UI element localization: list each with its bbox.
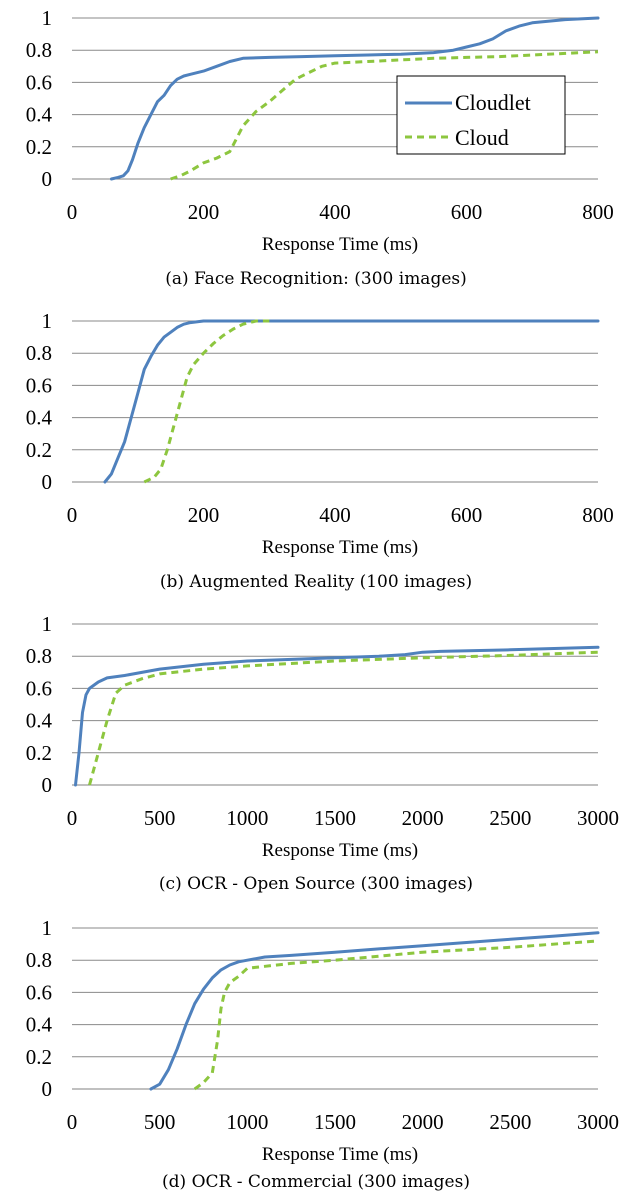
y-tick-label: 0 bbox=[42, 773, 53, 797]
y-tick-label: 1 bbox=[42, 612, 53, 636]
x-tick-label: 500 bbox=[144, 806, 176, 830]
y-tick-label: 0.2 bbox=[26, 741, 52, 765]
x-tick-label: 0 bbox=[67, 200, 78, 224]
x-tick-label: 2000 bbox=[402, 1110, 444, 1134]
y-tick-label: 0.4 bbox=[26, 406, 53, 430]
x-tick-label: 1000 bbox=[226, 1110, 268, 1134]
y-tick-label: 0.6 bbox=[26, 373, 52, 397]
x-tick-label: 400 bbox=[319, 503, 351, 527]
chart-d: 0 0.2 0.4 0.6 0.8 1 0 500 1000 1500 2000 2500 3000 Re… bbox=[26, 916, 619, 1165]
y-tick-label: 0.4 bbox=[26, 1013, 53, 1037]
y-tick-label: 0.4 bbox=[26, 709, 53, 733]
series-line-cloud bbox=[170, 50, 599, 181]
series-line-cloudlet bbox=[74, 645, 600, 787]
legend: Cloudlet Cloud bbox=[396, 75, 566, 155]
y-tick-label: 0.6 bbox=[26, 980, 52, 1004]
x-axis-label: Response Time (ms) bbox=[262, 234, 418, 255]
x-axis-label: Response Time (ms) bbox=[262, 840, 418, 861]
y-tick-label: 1 bbox=[42, 6, 53, 30]
y-tick-label: 0.8 bbox=[26, 644, 52, 668]
x-tick-label: 200 bbox=[188, 503, 220, 527]
caption-a: (a) Face Recognition: (300 images) bbox=[165, 269, 467, 289]
legend-label-cloudlet: Cloudlet bbox=[455, 90, 531, 115]
x-tick-label: 3000 bbox=[577, 806, 619, 830]
chart-panel-c: 0 0.2 0.4 0.6 0.8 1 0 500 1000 1500 2000 2500 3000 Re… bbox=[0, 606, 632, 868]
x-tick-label: 200 bbox=[188, 200, 220, 224]
legend-label-cloud: Cloud bbox=[455, 125, 509, 150]
x-axis-label: Response Time (ms) bbox=[262, 1144, 418, 1165]
y-tick-label: 0.2 bbox=[26, 438, 52, 462]
caption-d: (d) OCR - Commercial (300 images) bbox=[162, 1172, 470, 1192]
x-tick-label: 800 bbox=[582, 503, 614, 527]
y-tick-label: 0.6 bbox=[26, 676, 52, 700]
chart-a: 0 0.2 0.4 0.6 0.8 1 0 200 400 600 800 Response Time… bbox=[26, 6, 614, 255]
series-line-cloudlet bbox=[149, 931, 600, 1091]
y-tick-label: 1 bbox=[42, 916, 53, 940]
chart-panel-d: 0 0.2 0.4 0.6 0.8 1 0 500 1000 1500 2000 2500 3000 Re… bbox=[0, 910, 632, 1172]
y-tick-label: 0.8 bbox=[26, 38, 52, 62]
series-line-cloudlet bbox=[109, 16, 600, 181]
series-line-cloud bbox=[88, 650, 599, 786]
caption-c: (c) OCR - Open Source (300 images) bbox=[158, 874, 474, 894]
x-tick-label: 600 bbox=[451, 200, 483, 224]
x-tick-label: 2000 bbox=[402, 806, 444, 830]
chart-b: 0 0.2 0.4 0.6 0.8 1 0 200 400 600 800 Response Time… bbox=[26, 309, 614, 558]
y-tick-label: 0 bbox=[42, 167, 53, 191]
chart-c: 0 0.2 0.4 0.6 0.8 1 0 500 1000 1500 2000 2500 3000 Re… bbox=[26, 612, 619, 861]
x-tick-label: 1500 bbox=[314, 806, 356, 830]
chart-panel-b: 0 0.2 0.4 0.6 0.8 1 0 200 400 600 800 Response Time… bbox=[0, 303, 632, 565]
x-tick-label: 2500 bbox=[489, 806, 531, 830]
chart-panel-a: 0 0.2 0.4 0.6 0.8 1 0 200 400 600 800 Response Time… bbox=[0, 0, 632, 262]
y-tick-label: 0 bbox=[42, 470, 53, 494]
x-tick-label: 0 bbox=[67, 503, 78, 527]
y-tick-label: 0 bbox=[42, 1077, 53, 1101]
series-line-cloudlet bbox=[103, 319, 600, 484]
x-tick-label: 3000 bbox=[577, 1110, 619, 1134]
y-tick-label: 0.4 bbox=[26, 103, 53, 127]
x-tick-label: 400 bbox=[319, 200, 351, 224]
x-tick-label: 2500 bbox=[489, 1110, 531, 1134]
series-line-cloud bbox=[193, 939, 599, 1091]
y-tick-label: 1 bbox=[42, 309, 53, 333]
y-tick-label: 0.2 bbox=[26, 135, 52, 159]
x-tick-label: 500 bbox=[144, 1110, 176, 1134]
y-tick-label: 0.6 bbox=[26, 70, 52, 94]
y-tick-label: 0.2 bbox=[26, 1045, 52, 1069]
x-tick-label: 0 bbox=[67, 1110, 78, 1134]
x-tick-label: 600 bbox=[451, 503, 483, 527]
series-line-cloud bbox=[143, 319, 270, 484]
caption-b: (b) Augmented Reality (100 images) bbox=[159, 572, 473, 592]
x-tick-label: 800 bbox=[582, 200, 614, 224]
legend-box bbox=[396, 75, 566, 155]
y-tick-label: 0.8 bbox=[26, 948, 52, 972]
x-tick-label: 1500 bbox=[314, 1110, 356, 1134]
x-tick-label: 1000 bbox=[226, 806, 268, 830]
x-tick-label: 0 bbox=[67, 806, 78, 830]
x-axis-label: Response Time (ms) bbox=[262, 537, 418, 558]
y-tick-label: 0.8 bbox=[26, 341, 52, 365]
